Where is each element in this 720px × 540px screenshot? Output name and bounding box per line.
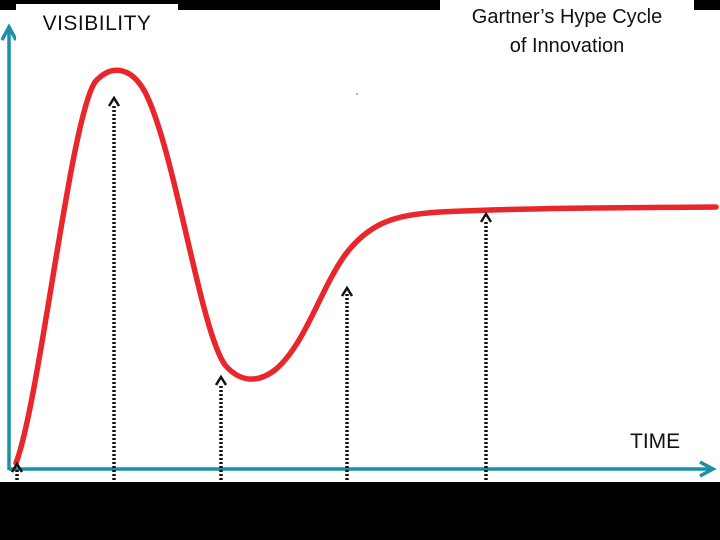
marker-slope xyxy=(340,285,354,480)
marker-innovation-trigger xyxy=(10,461,24,480)
marker-plateau xyxy=(479,211,493,480)
x-axis-label: TIME xyxy=(630,430,681,454)
x-axis-arrowhead xyxy=(699,460,717,478)
marker-trough xyxy=(214,374,228,480)
marker-peak xyxy=(107,95,121,480)
diagram-title: Gartner’s Hype Cycle of Innovation xyxy=(440,0,694,64)
title-line-2: of Innovation xyxy=(509,35,625,57)
hype-curve xyxy=(13,67,719,466)
title-line-1: Gartner’s Hype Cycle xyxy=(471,6,663,28)
y-axis-label: VISIBILITY xyxy=(16,4,178,44)
diagram-canvas xyxy=(0,10,720,482)
y-axis-arrowhead xyxy=(0,23,18,41)
stray-dot xyxy=(356,93,358,95)
